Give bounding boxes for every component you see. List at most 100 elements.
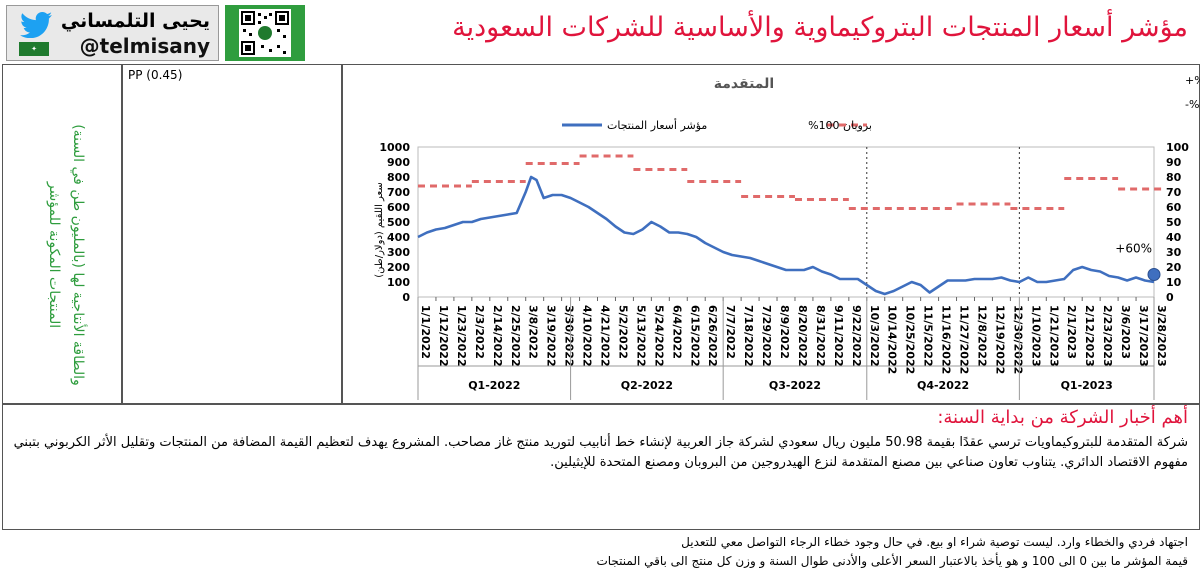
- x-tick-label: 4/21/2022: [599, 305, 612, 367]
- page-title: مؤشر أسعار المنتجات البتروكيماوية والأسا…: [452, 12, 1188, 43]
- y-tick-label: 400: [387, 231, 410, 244]
- qr-code-icon: [225, 5, 305, 61]
- x-tick-label: 3/30/2022: [563, 305, 576, 367]
- plot-area: [417, 146, 1155, 298]
- quarter-dividers: [866, 147, 1020, 297]
- y-tick-label: 200: [387, 261, 410, 274]
- x-tick-label: 3/8/2022: [527, 305, 540, 359]
- x-tick-label: 1/21/2023: [1047, 305, 1060, 367]
- x-tick-label: 2/3/2022: [473, 305, 486, 359]
- brand-name: يحيى التلمساني: [60, 10, 210, 32]
- saudi-flag-icon: ✦: [19, 42, 49, 56]
- y-tick-label: 500: [387, 216, 410, 229]
- quarter-axis: Q1-2022 Q2-2022 Q3-2022 Q4-2022 Q1-2023: [417, 297, 1155, 400]
- y2-tick-label: 10: [1166, 276, 1182, 289]
- news-title: أهم أخبار الشركة من بداية السنة:: [937, 407, 1188, 428]
- x-tick-label: 2/14/2022: [491, 305, 504, 367]
- x-tick-label: 6/26/2022: [706, 305, 719, 367]
- news-body: شركة المتقدمة للبتروكيماويات ترسي عقدًا …: [13, 435, 1188, 470]
- y2-tick-label: 0: [1166, 291, 1174, 304]
- quarter-label: Q3-2022: [769, 379, 821, 392]
- x-tick-label: 12/30/2022: [1011, 305, 1024, 374]
- y-tick-label: 300: [387, 246, 410, 259]
- x-tick-label: 2/1/2023: [1065, 305, 1078, 359]
- x-tick-label: 11/5/2022: [922, 305, 935, 367]
- quarter-label: Q2-2022: [621, 379, 673, 392]
- left-panel-line1: المنتجات المكونة للمؤشر: [46, 181, 62, 328]
- product-item: PP (0.45): [128, 68, 183, 82]
- end-label: +60%: [1115, 242, 1152, 256]
- quarter-label: Q1-2023: [1061, 379, 1113, 392]
- y-tick-label: 100: [387, 276, 410, 289]
- x-tick-label: 2/25/2022: [509, 305, 522, 367]
- x-tick-label: 1/12/2022: [437, 305, 450, 367]
- quarter-label: Q4-2022: [917, 379, 969, 392]
- x-tick-label: 8/20/2022: [796, 305, 809, 367]
- x-tick-label: 7/18/2022: [742, 305, 755, 367]
- x-tick-label: 2/23/2023: [1101, 305, 1114, 367]
- y2-tick-label: 50: [1166, 216, 1182, 229]
- y-tick-label: 600: [387, 201, 410, 214]
- chart-title: المتقدمة: [714, 76, 774, 92]
- index-series-line: [417, 175, 1155, 296]
- left-panel: [2, 64, 122, 404]
- y-axis-label: سعر اللقيم (دولار/طن): [374, 182, 385, 278]
- x-tick-label: 9/22/2022: [850, 305, 863, 367]
- x-tick-label: 1/1/2022: [419, 305, 432, 359]
- y2-tick-label: 20: [1166, 261, 1182, 274]
- x-tick-label: 7/7/2022: [724, 305, 737, 359]
- y-tick-label: 700: [387, 186, 410, 199]
- x-tick-label: 11/27/2022: [958, 305, 971, 374]
- disclaimer: اجتهاد فردي والخطاء وارد. ليست توصية شرا…: [681, 535, 1188, 549]
- left-panel-line2: والطاقة الأنتاجية لها (بالمليون طن في ال…: [70, 124, 88, 386]
- x-tick-label: 7/29/2022: [760, 305, 773, 367]
- brand-badge: ✦ يحيى التلمساني @telmisany: [6, 5, 219, 61]
- y-tick-label: 900: [387, 156, 410, 169]
- x-tick-label: 5/24/2022: [652, 305, 665, 367]
- x-tick-label: 9/11/2022: [832, 305, 845, 367]
- brand-handle[interactable]: @telmisany: [79, 34, 210, 58]
- legend-label-index: مؤشر أسعار المنتجات: [607, 118, 707, 132]
- x-tick-label: 5/13/2022: [634, 305, 647, 367]
- x-axis: 1/1/2022 1/12/2022 1/23/2022 2/3/2022 2/14/2…: [417, 297, 1168, 374]
- x-tick-label: 6/4/2022: [670, 305, 683, 359]
- annotation-yoy: التغيير عن الربع المماثل 76%-: [1185, 98, 1200, 111]
- x-tick-label: 3/6/2023: [1119, 305, 1132, 359]
- y-tick-label: 800: [387, 171, 410, 184]
- index-note: قيمة المؤشر ما بين 0 الى 100 و هو يأخذ ب…: [596, 554, 1188, 568]
- y2-tick-label: 60: [1166, 201, 1182, 214]
- line-chart: المتقدمة التغيير عن الربع السابق 60%+ ال…: [374, 74, 1200, 400]
- y2-tick-label: 70: [1166, 186, 1182, 199]
- x-tick-label: 10/3/2022: [868, 305, 881, 367]
- y-tick-label: 0: [402, 291, 410, 304]
- y-axis-left: 0 100 200 300 400 500 600 700 800 900 1000: [379, 141, 410, 304]
- x-tick-label: 10/25/2022: [904, 305, 917, 374]
- quarter-label: Q1-2022: [468, 379, 520, 392]
- left-panel-caption: المنتجات المكونة للمؤشر والطاقة الأنتاجي…: [30, 110, 90, 400]
- x-tick-label: 8/31/2022: [814, 305, 827, 367]
- x-tick-label: 3/28/2023: [1155, 305, 1168, 367]
- x-tick-label: 1/23/2022: [455, 305, 468, 367]
- products-panel: [122, 64, 342, 404]
- x-tick-label: 3/19/2022: [545, 305, 558, 367]
- y2-tick-label: 90: [1166, 156, 1182, 169]
- y2-tick-label: 80: [1166, 171, 1182, 184]
- x-tick-label: 11/16/2022: [940, 305, 953, 374]
- y2-tick-label: 100: [1166, 141, 1189, 154]
- x-tick-label: 1/10/2023: [1029, 305, 1042, 367]
- x-tick-label: 12/8/2022: [975, 305, 988, 367]
- y2-tick-label: 30: [1166, 246, 1182, 259]
- x-tick-label: 12/19/2022: [993, 305, 1006, 374]
- x-tick-label: 2/12/2023: [1083, 305, 1096, 367]
- y-tick-label: 1000: [379, 141, 410, 154]
- x-tick-label: 4/10/2022: [581, 305, 594, 367]
- x-tick-label: 5/2/2022: [616, 305, 629, 359]
- series-layer: [417, 154, 1163, 296]
- y-axis-right: 0 10 20 30 40 50 60 70 80 90 100: [1166, 141, 1189, 304]
- legend-label-propane: بروبان 100%: [808, 119, 872, 132]
- end-marker: [1147, 268, 1161, 281]
- x-tick-label: 6/15/2022: [688, 305, 701, 367]
- y2-tick-label: 40: [1166, 231, 1182, 244]
- twitter-bird-icon: [20, 12, 52, 38]
- annotation-qoq: التغيير عن الربع السابق 60%+: [1185, 74, 1200, 88]
